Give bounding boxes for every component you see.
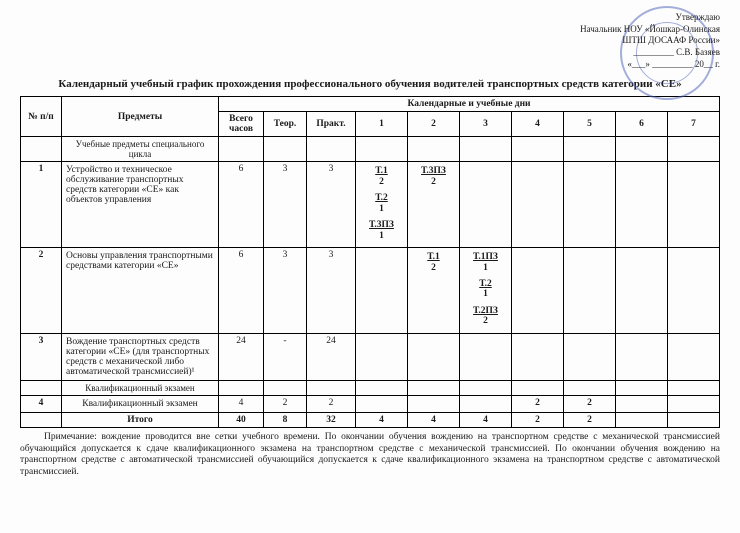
row-num: 1 [21,162,62,248]
col-d1: 1 [356,112,408,137]
cell-day: 2 [564,395,616,412]
approve-line: _________ С.В. Базяев [20,47,720,59]
lesson-entry: Т.21 [463,277,508,302]
cell-total: 40 [219,412,264,427]
row-subject: Устройство и техническое обслуживание тр… [62,162,219,248]
col-days: Календарные и учебные дни [219,97,720,112]
table-row: 1 Устройство и техническое обслуживание … [21,162,720,248]
cell-day: Т.12 [408,248,460,334]
cell-theor: - [264,333,307,380]
col-d2: 2 [408,112,460,137]
col-d7: 7 [668,112,720,137]
totals-row: Итого 40 8 32 4 4 4 2 2 [21,412,720,427]
row-subject: Основы управления транспортными средства… [62,248,219,334]
approve-block: Утверждаю Начальник НОУ «Йошкар-Олинская… [20,12,720,70]
col-theor: Теор. [264,112,307,137]
cell-theor: 3 [264,162,307,248]
cell-pract: 3 [307,162,356,248]
row-subject: Квалификационный экзамен [62,395,219,412]
cell-theor: 3 [264,248,307,334]
lesson-entry: Т.21 [359,191,404,216]
row-num: 2 [21,248,62,334]
lesson-entry: Т.1ПЗ1 [463,250,508,275]
cell-theor: 2 [264,395,307,412]
col-d3: 3 [460,112,512,137]
cell-pract: 3 [307,248,356,334]
table-row: 3 Вождение транспортных средств категори… [21,333,720,380]
section-header: Квалификационный экзамен [62,380,219,395]
cell-theor: 8 [264,412,307,427]
document-title: Календарный учебный график прохождения п… [20,78,720,90]
cell-day: Т.12Т.21Т.3ПЗ1 [356,162,408,248]
footnote: Примечание: вождение проводится вне сетк… [20,432,720,480]
cell-total: 4 [219,395,264,412]
table-row: 2 Основы управления транспортными средст… [21,248,720,334]
cell-day: Т.1ПЗ1Т.21Т.2ПЗ2 [460,248,512,334]
lesson-entry: Т.3ПЗ1 [359,218,404,243]
cell-total: 24 [219,333,264,380]
cell-day: 4 [356,412,408,427]
approve-line: Начальник НОУ «Йошкар-Олинская [20,24,720,36]
col-d5: 5 [564,112,616,137]
blank-cell [21,137,62,162]
col-subjects: Предметы [62,97,219,137]
col-total: Всего часов [219,112,264,137]
cell-pract: 32 [307,412,356,427]
cell-pract: 24 [307,333,356,380]
row-num: 3 [21,333,62,380]
approve-line: ШТШ ДОСААФ России» [20,35,720,47]
cell-day: Т.3ПЗ2 [408,162,460,248]
cell-day: 4 [460,412,512,427]
cell-day: 4 [408,412,460,427]
col-d4: 4 [512,112,564,137]
col-pract: Практ. [307,112,356,137]
cell-total: 6 [219,162,264,248]
row-subject: Вождение транспортных средств категории … [62,333,219,380]
cell-day: 2 [564,412,616,427]
col-d6: 6 [616,112,668,137]
lesson-entry: Т.3ПЗ2 [411,164,456,189]
lesson-entry: Т.12 [359,164,404,189]
cell-day: 2 [512,395,564,412]
table-row: 4 Квалификационный экзамен 4 2 2 2 2 [21,395,720,412]
cell-pract: 2 [307,395,356,412]
blank-cell [21,380,62,395]
approve-line: «___» _________ 20__ г. [20,59,720,71]
cell-total: 6 [219,248,264,334]
row-num: 4 [21,395,62,412]
lesson-entry: Т.12 [411,250,456,275]
schedule-table: № п/п Предметы Календарные и учебные дни… [20,96,720,427]
totals-label: Итого [62,412,219,427]
lesson-entry: Т.2ПЗ2 [463,304,508,329]
section-header: Учебные предметы специального цикла [62,137,219,162]
cell-day: 2 [512,412,564,427]
approve-line: Утверждаю [20,12,720,24]
col-num: № п/п [21,97,62,137]
